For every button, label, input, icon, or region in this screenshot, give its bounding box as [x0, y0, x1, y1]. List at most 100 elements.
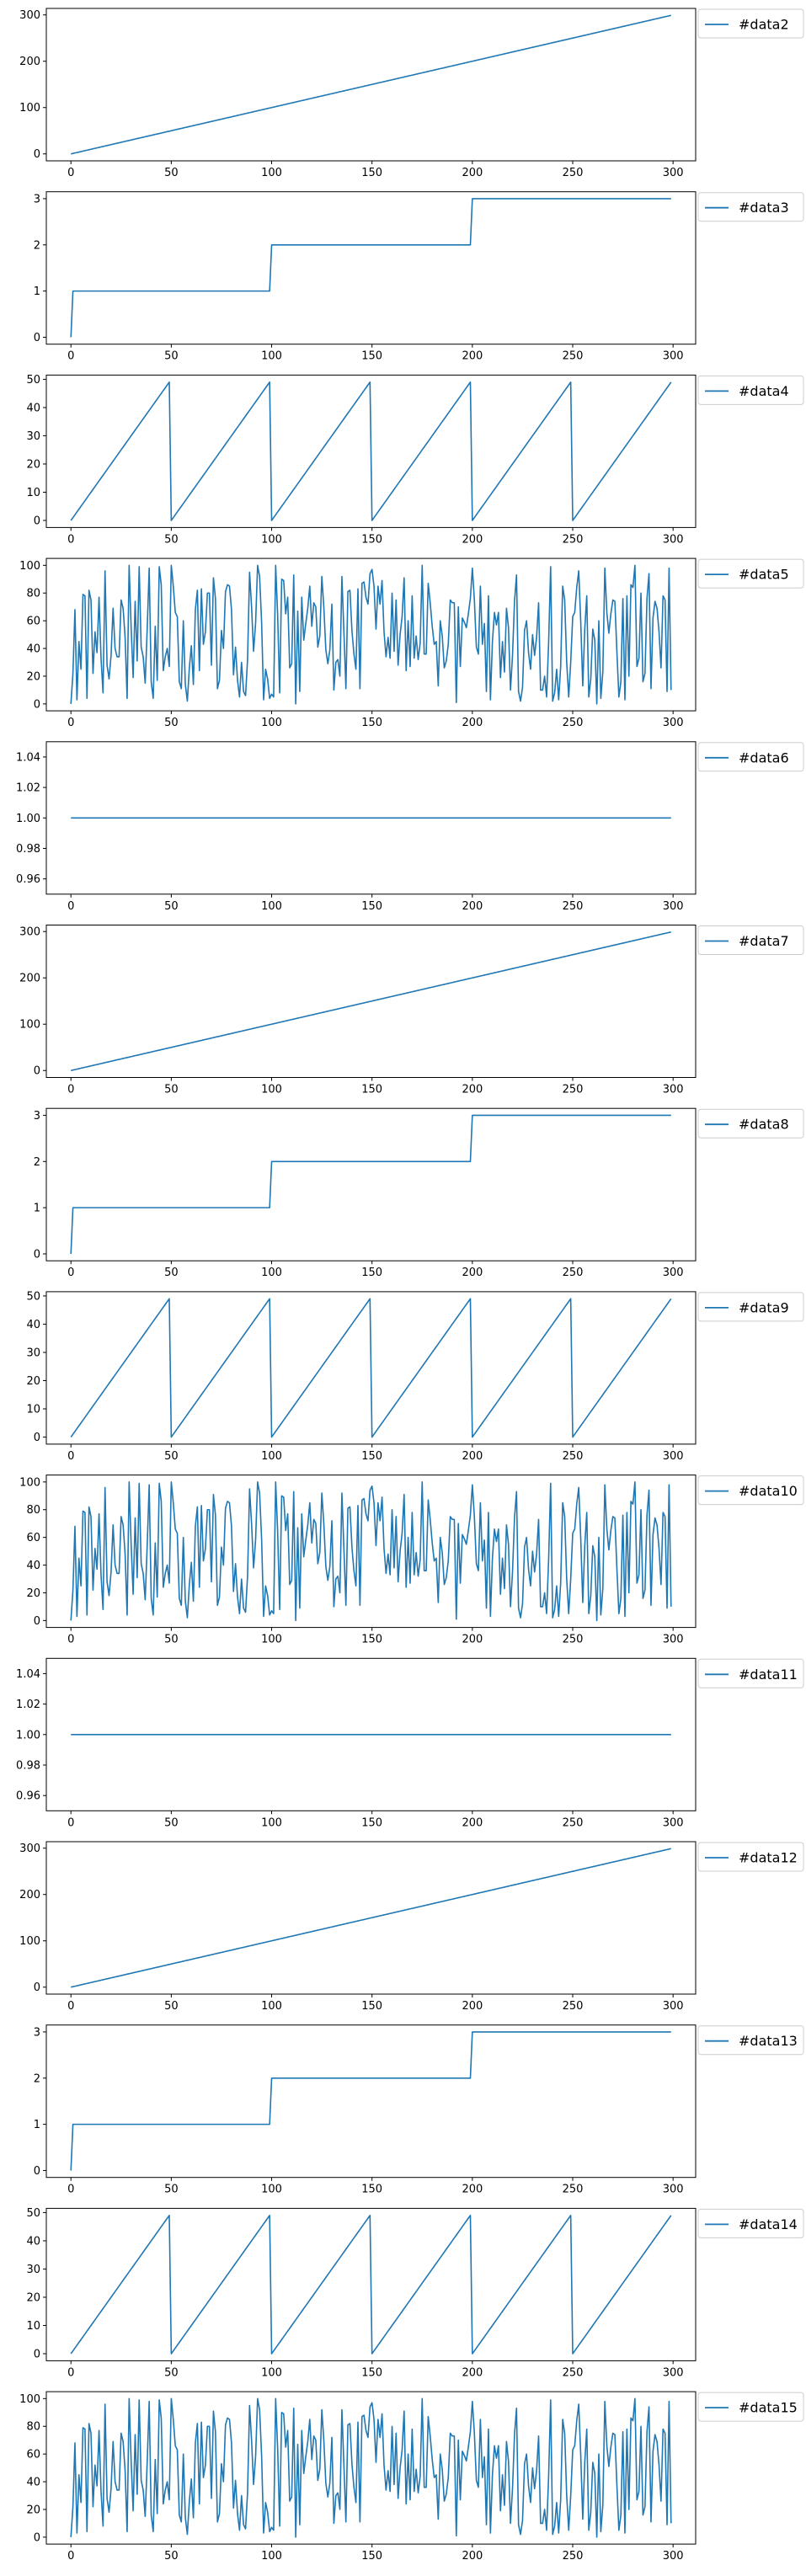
y-tick-label: 0 [34, 148, 40, 161]
x-tick-label: 0 [67, 1816, 74, 1829]
y-tick-label: 300 [19, 1843, 40, 1855]
x-tick-label: 250 [563, 900, 584, 913]
subplot-10: 0 50 100 150 200 250 300 0.96 0.98 1.00 1.02 1.04 #d… [16, 1657, 804, 1829]
axes-frame [45, 2391, 697, 2545]
x-tick-label: 0 [67, 1267, 74, 1279]
legend-label: #data10 [739, 1483, 798, 1499]
x-tick-label: 100 [261, 1450, 282, 1463]
series-line-data10 [70, 1481, 672, 1622]
x-tick-label: 300 [663, 900, 684, 913]
legend-box [697, 925, 804, 955]
x-tick-label: 0 [67, 167, 74, 179]
legend-label: #data11 [739, 1667, 798, 1683]
y-tick-label: 100 [19, 560, 40, 573]
x-tick-label: 50 [164, 717, 179, 729]
x-tick-label: 300 [663, 2366, 684, 2379]
legend-box [697, 2392, 804, 2422]
legend-label: #data6 [739, 749, 789, 765]
axes-frame [45, 2207, 697, 2361]
y-tick-label: 50 [26, 1290, 40, 1303]
x-tick-label: 50 [164, 350, 179, 363]
y-tick-label: 0 [34, 2531, 40, 2544]
y-tick-label: 20 [26, 2504, 40, 2516]
x-tick-label: 100 [261, 533, 282, 546]
legend-box [697, 742, 804, 772]
y-tick-label: 20 [26, 1375, 40, 1388]
axes-frame [45, 1291, 697, 1445]
y-tick-label: 60 [26, 1532, 40, 1544]
legend: #data13 [697, 2025, 804, 2056]
y-tick-label: 1 [34, 2119, 40, 2131]
y-tick-label: 0.96 [16, 1790, 40, 1803]
series-line-data8 [70, 1114, 671, 1255]
x-tick-label: 0 [67, 717, 74, 729]
subplot-5: 0 50 100 150 200 250 300 0.96 0.98 1.00 1.02 1.04 #d… [16, 741, 804, 913]
y-tick-label: 100 [19, 1935, 40, 1948]
series-line-data5 [70, 564, 672, 705]
legend-label: #data3 [739, 200, 789, 216]
y-tick-label: 0 [34, 1615, 40, 1628]
legend-box [697, 558, 804, 589]
x-tick-label: 300 [663, 167, 684, 179]
subplot-2: 0 50 100 150 200 250 300 0 1 2 3 #data3 [34, 191, 804, 363]
x-tick-label: 50 [164, 2550, 179, 2563]
x-tick-label: 150 [361, 1267, 382, 1279]
y-tick-label: 50 [26, 2207, 40, 2220]
x-tick-label: 250 [563, 2366, 584, 2379]
x-tick-label: 100 [261, 2000, 282, 2013]
legend-box [697, 1842, 804, 1872]
legend-box [697, 1108, 804, 1139]
axes-frame [45, 1841, 697, 1995]
axes-frame [45, 1475, 697, 1629]
y-tick-label: 1.02 [16, 1699, 40, 1711]
y-tick-label: 2 [34, 239, 40, 252]
y-tick-label: 1 [34, 1203, 40, 1215]
x-tick-label: 50 [164, 1267, 179, 1279]
y-tick-label: 0 [34, 515, 40, 528]
y-tick-label: 0 [34, 1981, 40, 1994]
axes-frame [45, 925, 697, 1078]
legend-label: #data2 [739, 17, 789, 33]
x-tick-label: 0 [67, 533, 74, 546]
x-tick-label: 150 [361, 1816, 382, 1829]
subplot-13: 0 50 100 150 200 250 300 0 10 20 30 40 50 #data14 [26, 2207, 804, 2379]
legend: #data5 [697, 558, 804, 589]
x-tick-label: 300 [663, 1084, 684, 1096]
axes-frame [45, 1107, 697, 1261]
y-tick-label: 200 [19, 1889, 40, 1901]
x-tick-label: 250 [563, 2000, 584, 2013]
x-tick-label: 50 [164, 1816, 179, 1829]
x-tick-label: 200 [462, 2000, 483, 2013]
legend-box [697, 1292, 804, 1322]
y-tick-label: 0 [34, 2165, 40, 2178]
subplot-1: 0 50 100 150 200 250 300 0 100 200 300 #data2 [19, 8, 804, 179]
x-tick-label: 50 [164, 167, 179, 179]
x-tick-label: 100 [261, 2550, 282, 2563]
x-tick-label: 100 [261, 717, 282, 729]
series-line-data3 [70, 198, 671, 338]
y-tick-label: 10 [26, 1404, 40, 1416]
x-tick-label: 150 [361, 167, 382, 179]
y-tick-label: 1.04 [16, 1668, 40, 1681]
y-tick-label: 2 [34, 1156, 40, 1169]
legend-label: #data15 [739, 2400, 798, 2416]
legend-box [697, 1475, 804, 1506]
x-tick-label: 50 [164, 2000, 179, 2013]
legend: #data9 [697, 1292, 804, 1322]
series-line-data9 [70, 1298, 672, 1438]
y-tick-label: 0 [34, 1248, 40, 1261]
x-tick-label: 150 [361, 1450, 382, 1463]
y-tick-label: 1.00 [16, 813, 40, 825]
legend: #data12 [697, 1842, 804, 1872]
x-tick-label: 200 [462, 533, 483, 546]
y-tick-label: 10 [26, 2320, 40, 2333]
x-tick-label: 200 [462, 1634, 483, 1646]
y-tick-label: 30 [26, 430, 40, 443]
y-tick-label: 0.96 [16, 873, 40, 886]
subplot-11: 0 50 100 150 200 250 300 0 100 200 300 #data12 [19, 1841, 804, 2013]
x-tick-label: 200 [462, 1084, 483, 1096]
y-tick-label: 3 [34, 1110, 40, 1123]
axes-frame [45, 2024, 697, 2179]
subplot-6: 0 50 100 150 200 250 300 0 100 200 300 #data7 [19, 925, 804, 1096]
y-tick-label: 0.98 [16, 843, 40, 856]
